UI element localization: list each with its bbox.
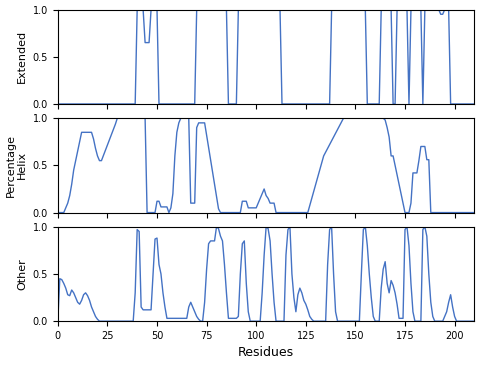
Y-axis label: Other: Other — [17, 258, 27, 290]
Y-axis label: Extended: Extended — [17, 30, 27, 83]
X-axis label: Residues: Residues — [238, 346, 294, 360]
Y-axis label: Percentage
Helix: Percentage Helix — [6, 134, 27, 197]
